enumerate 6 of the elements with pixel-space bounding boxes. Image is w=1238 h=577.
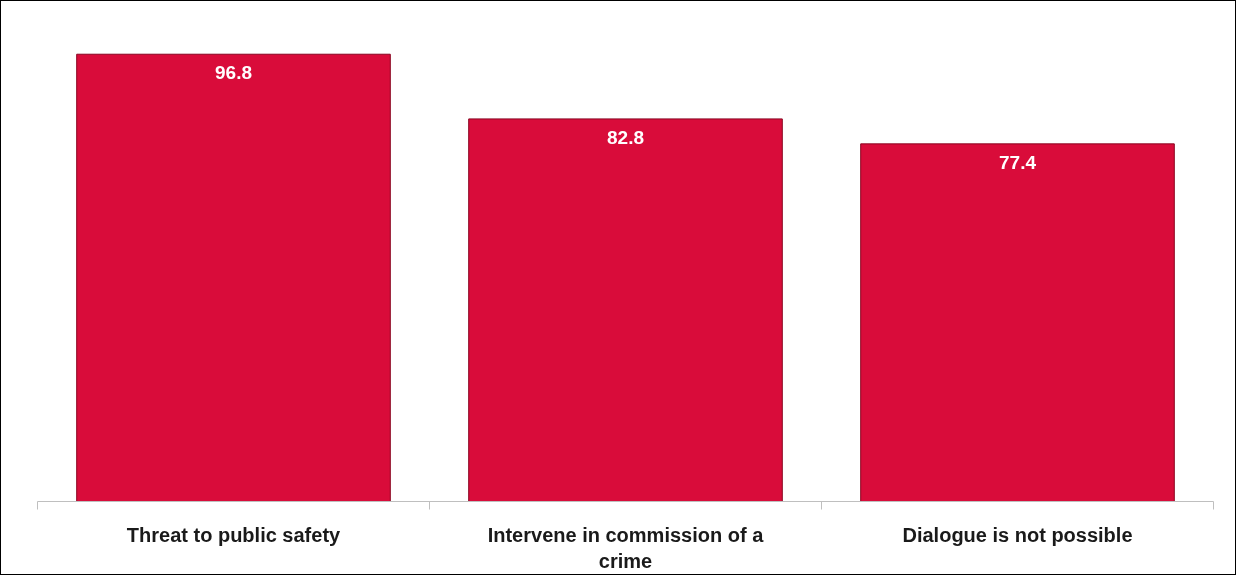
- x-tick-label: Intervene in commission of a crime: [487, 523, 765, 572]
- data-label: 82.8: [607, 126, 644, 148]
- data-label: 77.4: [999, 151, 1037, 173]
- data-label: 96.8: [215, 62, 252, 84]
- x-tick-label: Dialogue is not possible: [902, 523, 1133, 546]
- x-tick-label: Threat to public safety: [126, 523, 342, 546]
